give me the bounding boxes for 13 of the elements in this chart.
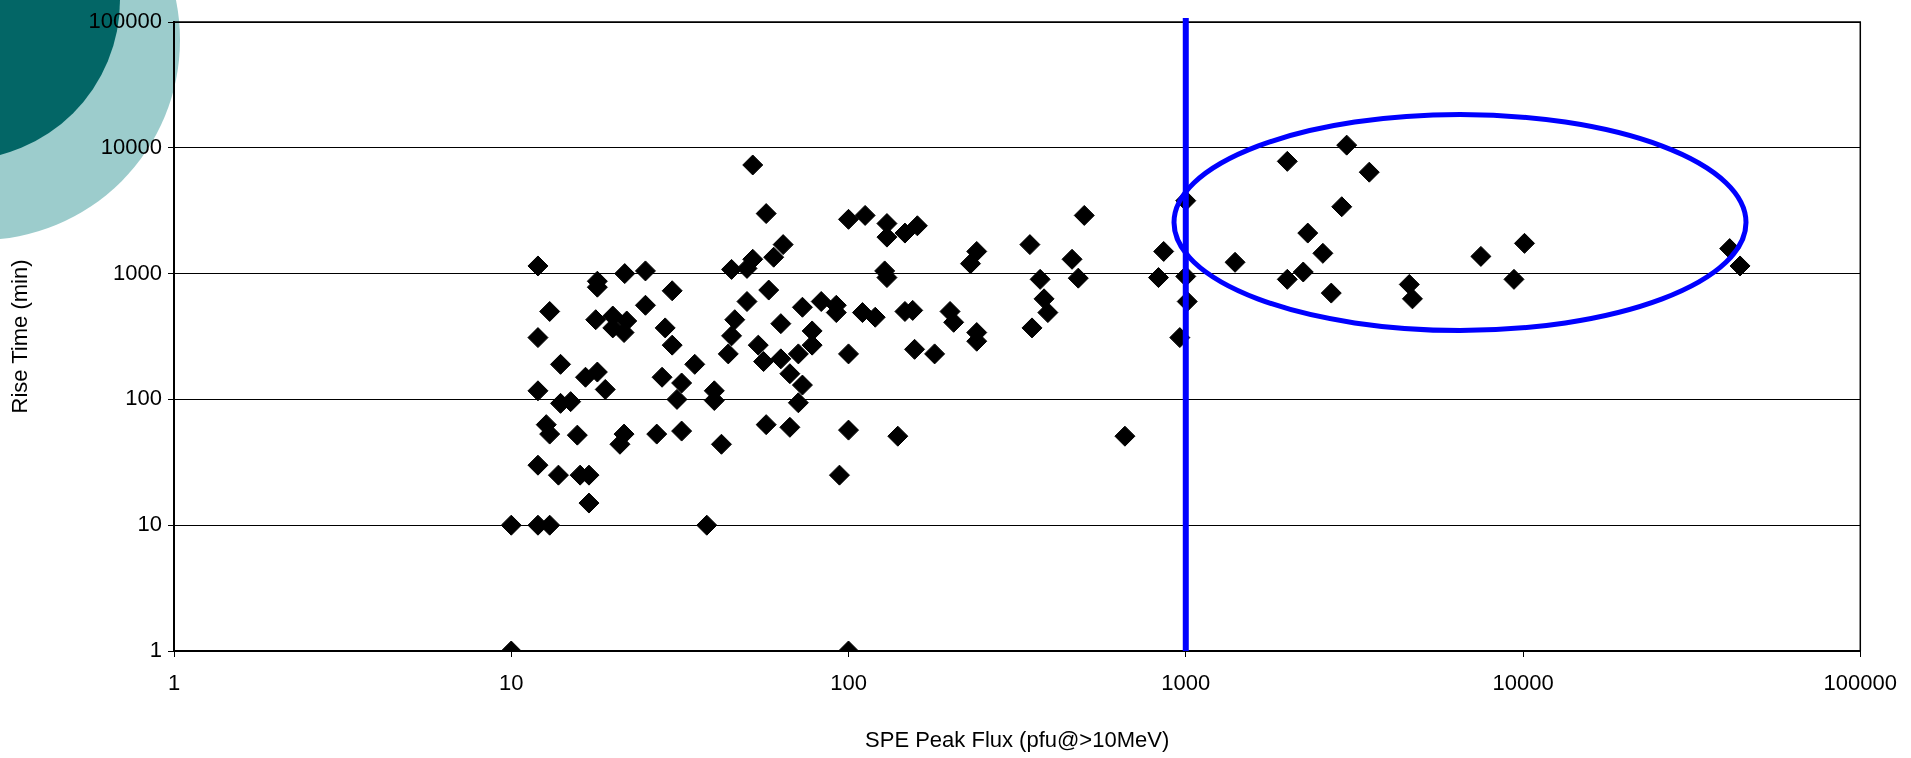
y-tick-label: 1000 — [113, 259, 162, 285]
x-tick-label: 10000 — [1492, 670, 1554, 696]
y-tick-label: 10 — [137, 511, 162, 537]
y-tick-label: 10000 — [100, 133, 162, 159]
x-tick-label: 100 — [830, 670, 867, 696]
x-tick-label: 10 — [499, 670, 524, 696]
x-axis-title: SPE Peak Flux (pfu@>10MeV) — [865, 726, 1170, 752]
y-tick-label: 1 — [149, 637, 162, 663]
x-tick-label: 1 — [167, 670, 181, 696]
y-tick-label: 100 — [125, 385, 162, 411]
x-tick-label: 1000 — [1161, 670, 1211, 696]
x-tick-label: 100000 — [1823, 670, 1897, 696]
y-axis-title: Rise Time (min) — [7, 259, 33, 414]
